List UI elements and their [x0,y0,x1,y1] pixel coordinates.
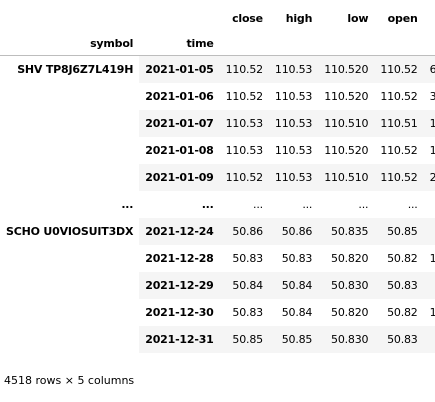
index-time-cell: 2021-01-09 [139,164,220,191]
cell-volume: 1115527.0 [423,245,435,272]
cell-low: 110.520 [318,137,375,164]
table-row: 2021-12-30 50.83 50.84 50.820 50.82 1377… [0,299,435,326]
blank-header-cell [424,31,435,56]
cell-high: 110.53 [268,110,319,137]
cell-close: 50.84 [219,272,269,299]
cell-high: 50.85 [268,326,319,353]
index-time-cell: 2021-12-24 [139,218,220,245]
index-time-cell: 2021-01-06 [139,83,220,110]
cell-volume: 961892.0 [423,326,435,353]
dataframe-shape-text: 4518 rows × 5 columns [4,374,135,387]
index-time-cell: 2021-01-05 [139,55,220,83]
cell-high: 50.84 [268,272,319,299]
cell-close: 110.52 [219,164,269,191]
blank-header-cell [269,31,318,56]
ellipsis-symbol: ... [0,191,140,218]
cell-close: 50.83 [219,245,269,272]
column-header-low: low [347,12,369,25]
ellipsis-row: ... ... ... ... ... ... ... [0,191,435,218]
ellipsis-cell: ... [219,191,269,218]
table-row: 2021-12-29 50.84 50.84 50.830 50.83 6508… [0,272,435,299]
cell-low: 50.830 [318,272,375,299]
cell-low: 110.520 [318,83,375,110]
blank-header-cell [220,31,269,56]
column-header-close: close [232,12,263,25]
index-symbol-cell: SCHO U0VIOSUIT3DX [0,218,140,353]
blank-header-cell [0,6,139,31]
cell-close: 110.53 [219,137,269,164]
cell-close: 50.83 [219,299,269,326]
cell-low: 50.835 [318,218,375,245]
cell-open: 110.51 [374,110,424,137]
index-name-time: time [186,36,214,50]
table-row: 2021-01-09 110.52 110.53 110.510 110.52 … [0,164,435,191]
cell-high: 50.86 [268,218,319,245]
index-name-row: symbol time [0,31,435,56]
ellipsis-time: ... [139,191,220,218]
table-row: 2021-12-28 50.83 50.83 50.820 50.82 1115… [0,245,435,272]
column-header-row: close high low open volume [0,6,435,31]
index-time-cell: 2021-12-31 [139,326,220,353]
table-row: 2021-01-08 110.53 110.53 110.520 110.52 … [0,137,435,164]
cell-low: 50.820 [318,245,375,272]
column-header-volume: volume [424,6,435,31]
cell-low: 110.520 [318,55,375,83]
table-row: SHV TP8J6Z7L419H 2021-01-05 110.52 110.5… [0,55,435,191]
cell-open: 50.83 [374,326,424,353]
ellipsis-cell: ... [318,191,375,218]
cell-high: 110.53 [268,55,319,83]
cell-close: 110.53 [219,110,269,137]
cell-low: 50.820 [318,299,375,326]
cell-open: 110.52 [374,164,424,191]
cell-volume: 1723187.0 [423,137,435,164]
blank-header-cell [374,31,423,56]
table-row: 2021-01-06 110.52 110.53 110.520 110.52 … [0,83,435,110]
ellipsis-cell: ... [423,191,435,218]
cell-volume: 6405137.0 [423,55,435,83]
dataframe-table: close high low open volume symbol time S… [0,6,435,353]
dataframe-output: close high low open volume symbol time S… [0,6,435,353]
index-name-symbol: symbol [90,36,134,50]
column-header-open: open [387,12,418,25]
cell-close: 110.52 [219,83,269,110]
cell-open: 50.83 [374,272,424,299]
cell-volume: 867314.0 [423,218,435,245]
index-time-cell: 2021-01-08 [139,137,220,164]
index-time-cell: 2021-12-28 [139,245,220,272]
cell-open: 50.82 [374,245,424,272]
cell-high: 50.84 [268,299,319,326]
table-row: 2021-01-07 110.53 110.53 110.510 110.51 … [0,110,435,137]
cell-volume: 1377087.0 [423,299,435,326]
blank-header-cell [318,31,374,56]
cell-low: 110.510 [318,164,375,191]
table-row: 2021-12-31 50.85 50.85 50.830 50.83 9618… [0,326,435,353]
cell-volume: 1909779.0 [423,110,435,137]
column-header-high: high [285,12,313,25]
cell-low: 50.830 [318,326,375,353]
ellipsis-cell: ... [268,191,319,218]
cell-high: 110.53 [268,164,319,191]
index-symbol-cell: SHV TP8J6Z7L419H [0,55,140,191]
cell-open: 110.52 [374,55,424,83]
table-row: SCHO U0VIOSUIT3DX 2021-12-24 50.86 50.86… [0,218,435,353]
cell-open: 110.52 [374,137,424,164]
cell-open: 110.52 [374,83,424,110]
cell-close: 50.85 [219,326,269,353]
cell-volume: 650861.0 [423,272,435,299]
cell-close: 110.52 [219,55,269,83]
cell-open: 50.82 [374,299,424,326]
blank-header-cell [139,6,219,31]
ellipsis-cell: ... [374,191,424,218]
cell-close: 50.86 [219,218,269,245]
index-time-cell: 2021-01-07 [139,110,220,137]
cell-high: 110.53 [268,137,319,164]
index-time-cell: 2021-12-30 [139,299,220,326]
cell-low: 110.510 [318,110,375,137]
cell-open: 50.85 [374,218,424,245]
cell-high: 110.53 [268,83,319,110]
cell-volume: 3449833.0 [423,83,435,110]
cell-volume: 2263271.0 [423,164,435,191]
cell-high: 50.83 [268,245,319,272]
index-time-cell: 2021-12-29 [139,272,220,299]
